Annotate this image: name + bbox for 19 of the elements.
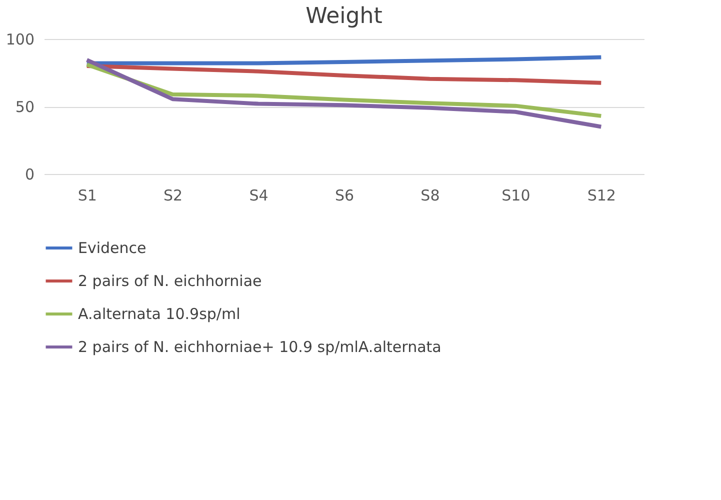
chart-title: Weight: [306, 4, 383, 29]
line-series: [84, 58, 604, 129]
y-tick-label: 0: [24, 166, 34, 184]
line-series: [84, 55, 604, 66]
line-series: [84, 64, 604, 85]
line-series: [84, 62, 604, 118]
x-tick-label: S12: [587, 186, 616, 204]
y-tick-label: 100: [6, 30, 34, 48]
legend-label: 2 pairs of N. eichhorniae+ 10.9 sp/mlA.alternata: [78, 338, 442, 356]
y-tick-label: 50: [15, 98, 34, 116]
legend-label: Evidence: [78, 239, 146, 257]
x-tick-label: S2: [164, 186, 183, 204]
x-tick-label: S1: [78, 186, 97, 204]
x-tick-label: S4: [249, 186, 268, 204]
legend-label: 2 pairs of N. eichhorniae: [78, 272, 262, 290]
x-tick-label: S6: [334, 186, 354, 204]
x-tick-label: S8: [420, 186, 440, 204]
legend-label: A.alternata 10.9sp/ml: [78, 305, 240, 323]
x-tick-label: S10: [502, 186, 530, 204]
